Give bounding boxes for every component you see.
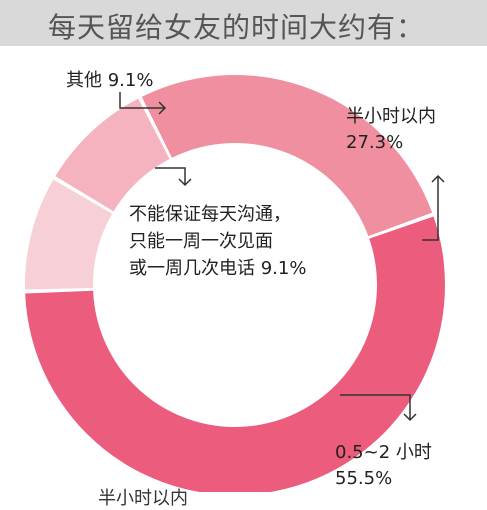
arrow-05-2h-icon: [340, 394, 417, 422]
label-half-hour: 半小时以内 27.3%: [346, 106, 436, 153]
arrow-guarantee-icon: [155, 167, 192, 187]
slice-guarantee: [25, 179, 113, 290]
label-other: 其他 9.1%: [66, 70, 154, 91]
slice-half-hour: [141, 74, 433, 237]
label-05-2h: 0.5~2 小时 55.5%: [335, 442, 432, 489]
bottom-cut-text: 半小时以内: [98, 488, 188, 509]
donut-chart: [25, 74, 445, 492]
label-guarantee: 不能保证每天沟通， 只能一周一次见面 或一周几次电话 9.1%: [129, 204, 307, 279]
slice-05-2h: [25, 216, 445, 492]
arrow-half-hour-icon: [422, 174, 445, 241]
chart-title: 每天留给女友的时间大约有：: [48, 11, 426, 44]
arrow-other-icon: [119, 92, 167, 115]
title-bar: [0, 0, 487, 46]
slice-other: [55, 98, 170, 212]
